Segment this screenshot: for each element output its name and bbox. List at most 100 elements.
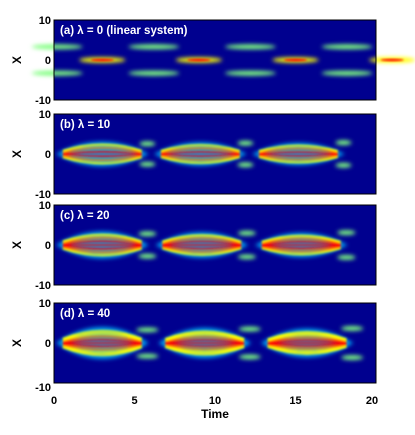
fringe-2-1-2 [162,245,242,250]
fringe-3-1-6 [165,335,245,342]
fringe-3-0-5 [62,338,142,343]
fringe-1-2-0 [258,156,339,164]
panel-a-label: (a) λ = 0 (linear system) [60,25,188,37]
panel-a-ytick-bottom: -10 [35,95,51,107]
beam-peak-0-0 [90,58,114,62]
fringe-1-2-1 [258,154,338,161]
fringe-3-0-6 [62,335,142,342]
fringe-1-1-4 [160,147,240,154]
fringe-2-1-6 [162,234,242,243]
beam-outer-0-1-1 [128,44,180,50]
panel-d: (d) λ = 40 [53,302,377,384]
fringe-3-0-2 [62,344,142,351]
fringe-2-0-2 [62,245,142,250]
panel-b-heatmap [55,140,352,168]
side-beam-1-2-1 [335,162,352,168]
fringe-1-2-3 [258,151,338,155]
fringe-1-1-5 [160,144,241,152]
xtick-5: 5 [131,395,137,407]
panel-0-fringes [90,58,404,62]
side-beam-2-0-1 [138,253,157,259]
panel-c-label: (c) λ = 20 [60,210,110,222]
fringe-1-1-2 [160,153,240,157]
fringe-3-1-0 [164,346,245,356]
beam-peak-0-3 [380,58,404,62]
fringe-3-2-6 [267,336,347,342]
fringe-2-0-4 [62,240,142,245]
panel-c: (c) λ = 20 [53,204,377,286]
lobe-1-2 [252,142,345,166]
panel-c-heatmap [55,230,356,260]
fringe-2-1-5 [162,237,242,244]
fringe-1-0-2 [62,153,142,158]
fringe-3-2-3 [267,343,347,348]
fringe-3-2-8 [267,331,347,341]
fringe-2-1-0 [162,247,242,256]
panel-a-ytick-top: 10 [39,15,51,27]
panel-c-frame [53,204,377,286]
fringe-1-0-4 [62,147,142,153]
fringe-3-0-0 [62,346,143,356]
fringe-3-0-1 [62,345,142,354]
fringe-1-2-2 [258,153,338,157]
beam-outer-0-2-0 [224,70,276,76]
fringe-2-1-1 [162,246,242,253]
panel-d-label: (d) λ = 40 [60,308,110,320]
side-beam-3-2-0 [341,326,364,331]
fringe-3-1-5 [165,338,245,343]
fringe-3-1-7 [165,333,245,341]
panel-b-label: (b) λ = 10 [60,119,110,131]
side-beam-3-0-1 [136,353,159,359]
side-beam-3-0-0 [136,327,159,333]
beam-peak-0-2 [283,58,308,62]
panel-a: (a) λ = 0 (linear system) [31,19,415,101]
panel-a-ylabel: X [10,56,24,64]
panel-0-glow [31,44,415,76]
panel-b: (b) λ = 10 [53,113,377,195]
panel-1-fringes [62,143,339,165]
fringe-3-1-2 [165,344,245,351]
panel-b-frame [53,113,377,195]
fringe-2-0-0 [62,247,142,257]
panel-d-ytick-bottom: -10 [35,382,51,394]
xtick-15: 15 [289,395,301,407]
side-beam-2-1-0 [237,230,256,236]
fringe-2-0-1 [62,246,142,254]
panel-a-frame [53,19,377,101]
lobe-1-0 [55,141,149,167]
panel-c-ytick-top: 10 [39,200,51,212]
fringe-3-2-5 [267,338,347,343]
fringe-3-1-3 [165,343,245,348]
panel-d-frame [53,302,377,384]
fringe-3-2-1 [267,344,347,353]
fringe-1-0-3 [62,150,142,155]
side-beam-1-1-0 [237,140,254,146]
fringe-3-1-1 [165,345,245,353]
beam-outer-0-1-0 [128,70,180,76]
beam-outer-0-0-1 [31,44,83,50]
fringe-1-1-3 [160,151,240,155]
side-beam-2-0-0 [138,231,157,237]
fringe-1-0-0 [62,156,142,165]
side-beam-2-2-1 [337,254,356,260]
side-beam-1-0-1 [139,161,156,167]
fringe-1-0-5 [62,143,142,152]
lobe-1-1 [153,142,247,166]
fringe-2-0-5 [62,236,142,244]
side-beam-2-1-1 [237,254,256,260]
fringe-2-2-6 [261,234,341,243]
side-beam-2-2-0 [337,230,356,236]
panel-b-ytick-bottom: -10 [35,189,51,201]
beam-outer-0-3-0 [321,70,373,76]
fringe-2-1-4 [162,240,242,245]
xtick-20: 20 [366,395,378,407]
beam-outer-0-3-1 [321,44,373,50]
x-axis-title: Time [201,407,229,421]
panel-d-ylabel: X [10,339,24,347]
panel-2-fringes [62,233,341,257]
beam-peak-0-1 [187,58,211,62]
fringe-2-2-0 [261,247,341,256]
panel-d-ytick-mid: 0 [45,338,51,350]
panel-d-heatmap [55,326,364,360]
